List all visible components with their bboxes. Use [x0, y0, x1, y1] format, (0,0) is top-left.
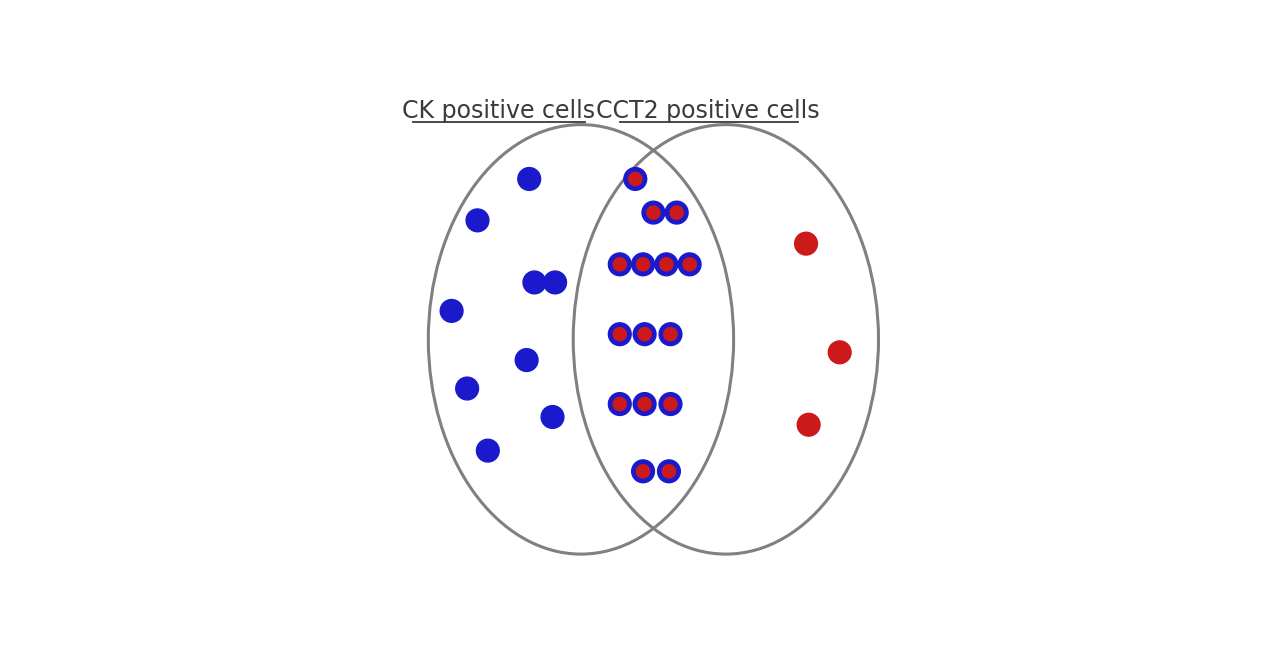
Circle shape [678, 253, 701, 276]
Circle shape [466, 209, 489, 232]
Circle shape [659, 392, 682, 415]
Circle shape [795, 233, 818, 255]
Circle shape [634, 323, 657, 345]
Circle shape [613, 397, 626, 411]
Circle shape [664, 327, 677, 341]
Circle shape [659, 323, 682, 345]
Circle shape [658, 460, 680, 482]
Circle shape [655, 253, 677, 276]
Circle shape [636, 465, 650, 478]
Circle shape [797, 413, 820, 436]
Circle shape [671, 206, 684, 219]
Circle shape [632, 253, 654, 276]
Circle shape [643, 201, 664, 224]
Circle shape [518, 167, 540, 190]
Circle shape [476, 439, 499, 462]
Circle shape [646, 206, 660, 219]
Circle shape [628, 172, 641, 185]
Circle shape [541, 406, 564, 428]
Circle shape [544, 271, 567, 294]
Circle shape [637, 327, 652, 341]
Circle shape [440, 300, 463, 323]
Circle shape [516, 349, 538, 372]
Circle shape [524, 271, 545, 294]
Circle shape [662, 465, 676, 478]
Circle shape [828, 341, 851, 364]
Circle shape [608, 323, 631, 345]
Circle shape [623, 167, 646, 190]
Text: CK positive cells: CK positive cells [402, 99, 595, 123]
Circle shape [664, 397, 677, 411]
Circle shape [634, 392, 657, 415]
Circle shape [684, 258, 696, 271]
Circle shape [666, 201, 689, 224]
Circle shape [636, 258, 650, 271]
Circle shape [637, 397, 652, 411]
Circle shape [613, 327, 626, 341]
Circle shape [613, 258, 626, 271]
Circle shape [632, 460, 654, 482]
Circle shape [659, 258, 673, 271]
Text: CCT2 positive cells: CCT2 positive cells [596, 99, 819, 123]
Circle shape [456, 377, 479, 400]
Circle shape [608, 253, 631, 276]
Circle shape [608, 392, 631, 415]
